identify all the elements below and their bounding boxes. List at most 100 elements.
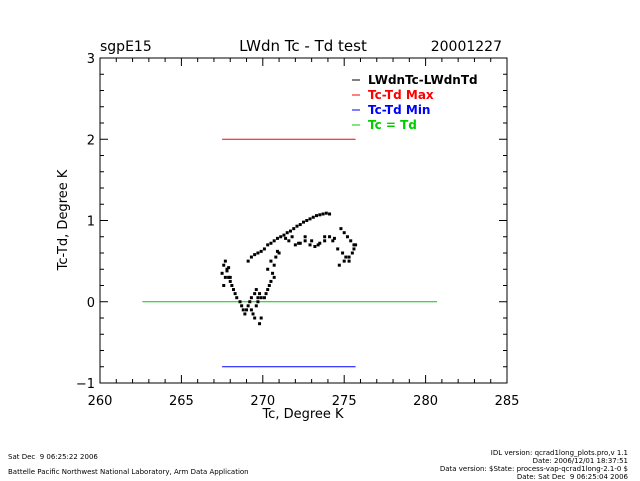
scatter-points xyxy=(220,211,358,326)
footer-data-date: Date: Sat Dec 9 06:25:04 2006 xyxy=(516,473,628,481)
data-point xyxy=(249,255,253,259)
data-point xyxy=(269,259,273,263)
data-point xyxy=(318,213,322,217)
data-point xyxy=(254,304,258,308)
data-point xyxy=(269,241,273,245)
y-tick-label: −1 xyxy=(76,377,95,392)
data-point xyxy=(345,235,349,239)
data-point xyxy=(235,296,239,300)
data-point xyxy=(223,275,227,279)
legend-label: Tc = Td xyxy=(368,118,417,132)
data-point xyxy=(284,236,288,240)
data-point xyxy=(220,271,224,275)
y-tick-label: 2 xyxy=(87,133,95,148)
data-point xyxy=(324,211,328,215)
data-point xyxy=(298,223,302,227)
axis-ticks: 260 265 270 275 280 285 −1 0 1 2 3 xyxy=(76,52,520,409)
data-point xyxy=(290,235,294,239)
x-tick-label: 280 xyxy=(413,394,438,409)
data-point xyxy=(302,220,305,224)
reference-lines xyxy=(142,138,437,368)
data-point xyxy=(231,288,235,292)
data-point xyxy=(310,239,314,243)
data-point xyxy=(323,235,327,239)
x-tick-label: 285 xyxy=(495,394,520,409)
data-point xyxy=(240,304,244,308)
site-label: sgpE15 xyxy=(100,39,152,55)
x-axis-label: Tc, Degree K xyxy=(261,407,344,422)
data-point xyxy=(264,292,268,296)
chart-title: LWdn Tc - Td test xyxy=(239,37,367,55)
data-point xyxy=(328,212,332,216)
data-point xyxy=(323,239,327,243)
data-point xyxy=(238,300,242,304)
data-point xyxy=(245,308,249,312)
footer-idl-date: Date: 2006/12/01 18:37:51 xyxy=(532,457,628,465)
data-point xyxy=(248,300,252,304)
footer-idl-version: IDL version: qcrad1long_plots.pro,v 1.1 xyxy=(490,449,628,457)
data-point xyxy=(269,279,273,283)
x-tick-label: 270 xyxy=(250,394,275,409)
data-point xyxy=(259,249,263,253)
data-point xyxy=(259,316,263,320)
data-point xyxy=(266,288,270,292)
data-point xyxy=(354,243,358,247)
data-point xyxy=(253,292,257,296)
x-tick-label: 275 xyxy=(332,394,357,409)
data-point xyxy=(256,251,260,255)
data-point xyxy=(332,236,336,240)
legend-label: Tc-Td Max xyxy=(368,88,434,102)
data-point xyxy=(249,296,253,300)
data-point xyxy=(271,271,275,275)
data-point xyxy=(336,247,340,251)
y-tick-label: 3 xyxy=(87,52,95,67)
data-point xyxy=(303,235,307,239)
data-point xyxy=(293,243,297,247)
date-label: 20001227 xyxy=(431,39,502,55)
x-tick-label: 265 xyxy=(169,394,194,409)
data-point xyxy=(308,217,312,221)
data-point xyxy=(246,304,250,308)
data-point xyxy=(349,239,353,243)
y-tick-label: 1 xyxy=(87,215,95,230)
data-point xyxy=(272,263,276,267)
x-tick-label: 260 xyxy=(88,394,113,409)
legend-label: Tc-Td Min xyxy=(368,103,430,117)
data-point xyxy=(311,215,315,219)
footer-date: Sat Dec 9 06:25:22 2006 xyxy=(8,453,98,461)
data-point xyxy=(230,284,234,287)
data-point xyxy=(233,292,237,296)
data-point xyxy=(277,251,281,255)
data-point xyxy=(275,249,279,253)
data-point xyxy=(313,245,317,248)
data-point xyxy=(321,212,325,216)
data-point xyxy=(282,233,286,237)
data-point xyxy=(243,312,247,316)
data-point xyxy=(303,239,307,243)
data-point xyxy=(254,288,258,292)
data-point xyxy=(352,247,356,251)
data-point xyxy=(305,219,309,222)
data-point xyxy=(227,266,231,270)
data-point xyxy=(228,279,232,283)
footer-data-version: Data version: $State: process-vap-qcrad1… xyxy=(439,465,628,473)
data-point xyxy=(337,263,341,267)
data-point xyxy=(297,241,301,245)
data-point xyxy=(352,243,356,247)
data-point xyxy=(222,263,226,267)
data-point xyxy=(225,269,229,273)
data-point xyxy=(288,229,292,233)
data-point xyxy=(259,296,263,300)
data-point xyxy=(318,241,322,245)
data-point xyxy=(222,284,226,287)
data-point xyxy=(223,259,227,263)
data-point xyxy=(266,267,270,271)
data-point xyxy=(298,241,302,245)
data-point xyxy=(344,255,348,259)
data-point xyxy=(253,253,257,257)
data-point xyxy=(274,255,278,259)
data-point xyxy=(258,322,262,326)
data-point xyxy=(315,214,319,218)
